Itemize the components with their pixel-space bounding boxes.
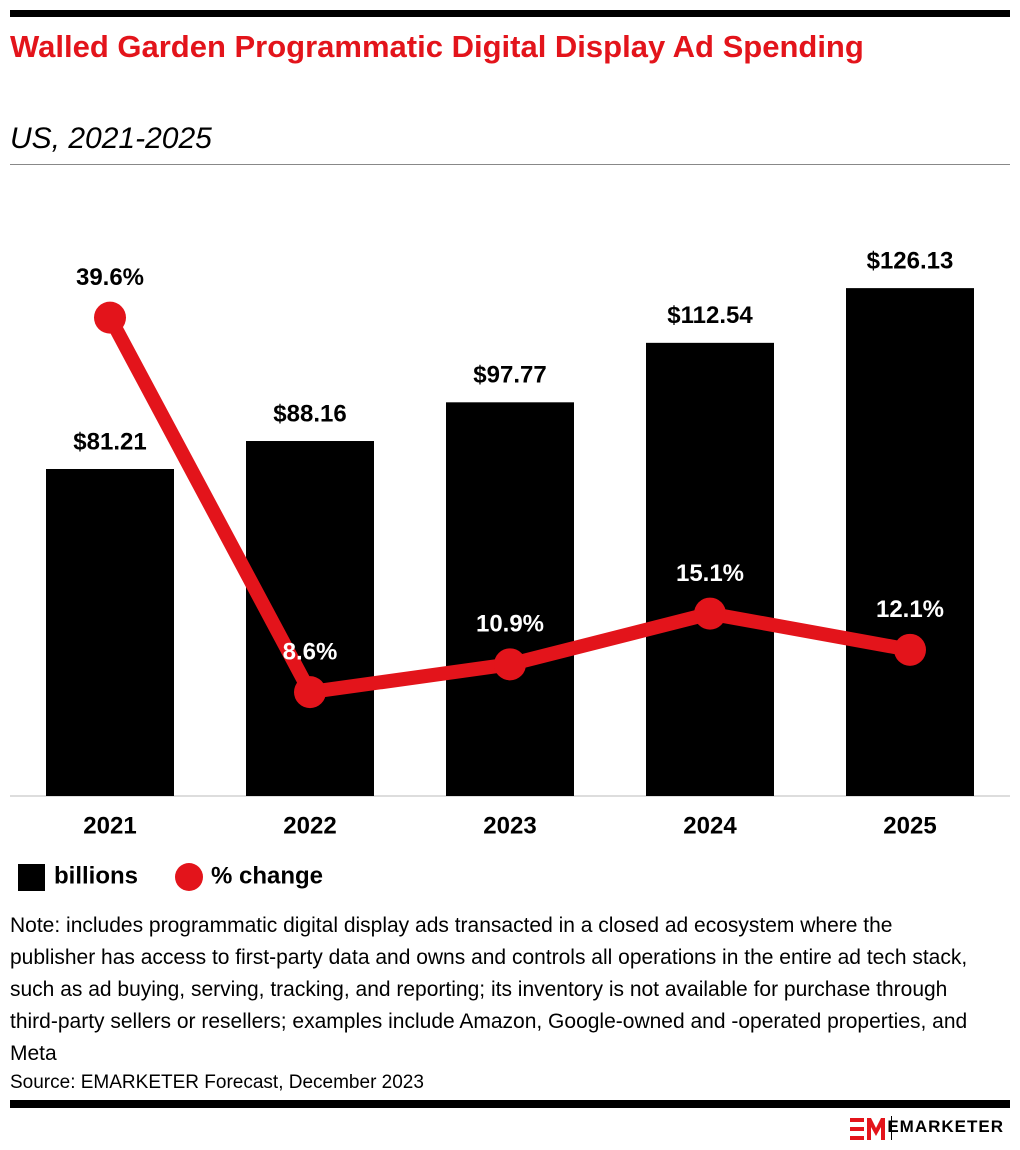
x-tick-label: 2024	[683, 812, 737, 839]
brand-logo	[850, 1118, 885, 1140]
bar-value-label: $112.54	[667, 302, 753, 329]
line-point	[294, 676, 326, 709]
bar-value-label: $97.77	[473, 362, 546, 389]
top-rule	[10, 10, 1010, 17]
legend-label: % change	[211, 862, 323, 889]
line-value-label: 15.1%	[676, 560, 744, 587]
line-point	[94, 301, 126, 334]
line-point	[694, 597, 726, 630]
legend-label: billions	[54, 862, 138, 889]
chart-title: Walled Garden Programmatic Digital Displ…	[10, 29, 864, 64]
brand-divider	[891, 1116, 892, 1140]
chart-subtitle: US, 2021-2025	[10, 122, 212, 155]
x-tick-label: 2022	[283, 812, 336, 839]
legend-swatch	[175, 863, 203, 891]
line-value-label: 8.6%	[283, 638, 338, 665]
bar-value-label: $126.13	[867, 247, 954, 274]
x-tick-label: 2023	[483, 812, 536, 839]
note: Note: includes programmatic digital disp…	[10, 914, 968, 1065]
source: Source: EMARKETER Forecast, December 202…	[10, 1072, 424, 1093]
bar-value-label: $81.21	[73, 428, 146, 455]
line-point	[494, 648, 526, 681]
x-tick-label: 2025	[883, 812, 936, 839]
line-value-label: 10.9%	[476, 611, 544, 638]
chart: 2021 2022 2023 2024 2025 $81.21 $88.16 $97.77 $1…	[10, 247, 1010, 891]
header-rule	[10, 164, 1010, 165]
bar	[846, 288, 974, 796]
line-point	[894, 633, 926, 666]
bar	[46, 468, 174, 796]
legend-swatch	[18, 864, 45, 891]
bar-value-label: $88.16	[273, 400, 346, 427]
bar	[646, 342, 774, 796]
bottom-rule	[10, 1100, 1010, 1108]
line-value-label: 39.6%	[76, 264, 144, 291]
x-tick-label: 2021	[83, 812, 136, 839]
line-value-label: 12.1%	[876, 596, 944, 623]
brand: EMARKETER	[887, 1117, 1004, 1136]
bar	[446, 402, 574, 796]
